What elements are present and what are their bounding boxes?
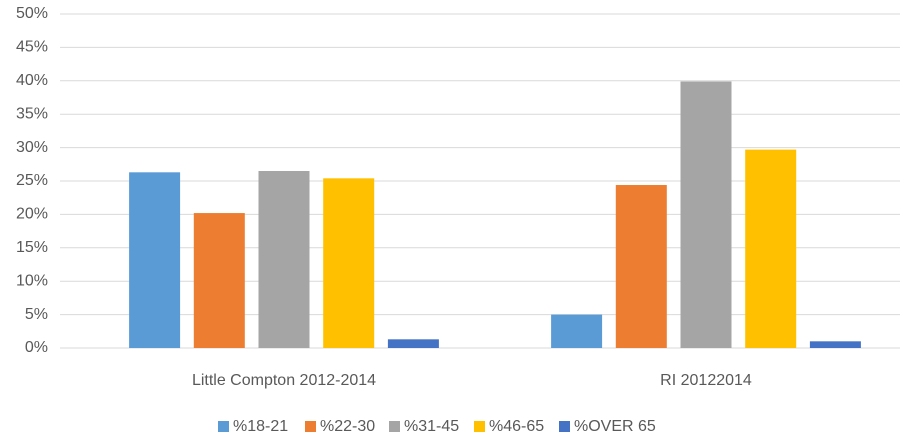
bar bbox=[323, 178, 375, 348]
bar bbox=[129, 172, 181, 348]
legend-swatch bbox=[218, 421, 229, 432]
y-tick-label: 20% bbox=[16, 206, 48, 223]
y-tick-label: 5% bbox=[25, 306, 48, 323]
bar bbox=[680, 81, 732, 348]
legend-label: %22-30 bbox=[320, 418, 375, 435]
legend-label: %18-21 bbox=[233, 418, 288, 435]
x-tick-label: Little Compton 2012-2014 bbox=[192, 372, 376, 389]
y-tick-label: 15% bbox=[16, 239, 48, 256]
bar bbox=[745, 149, 797, 348]
y-tick-label: 35% bbox=[16, 105, 48, 122]
legend-swatch bbox=[474, 421, 485, 432]
y-tick-label: 50% bbox=[16, 5, 48, 22]
bar bbox=[193, 213, 245, 348]
legend-swatch bbox=[305, 421, 316, 432]
x-tick-label: RI 20122014 bbox=[660, 372, 752, 389]
bar bbox=[387, 339, 439, 348]
y-tick-label: 45% bbox=[16, 39, 48, 56]
legend-label: %31-45 bbox=[404, 418, 459, 435]
bar bbox=[258, 170, 310, 348]
y-tick-label: 0% bbox=[25, 339, 48, 356]
legend-label: %46-65 bbox=[489, 418, 544, 435]
y-tick-label: 10% bbox=[16, 272, 48, 289]
legend-swatch bbox=[559, 421, 570, 432]
bar bbox=[615, 185, 667, 348]
bar bbox=[809, 341, 861, 348]
y-tick-label: 25% bbox=[16, 172, 48, 189]
legend-swatch bbox=[389, 421, 400, 432]
bar bbox=[551, 314, 603, 348]
y-tick-label: 30% bbox=[16, 139, 48, 156]
legend-label: %OVER 65 bbox=[574, 418, 656, 435]
y-tick-label: 40% bbox=[16, 72, 48, 89]
